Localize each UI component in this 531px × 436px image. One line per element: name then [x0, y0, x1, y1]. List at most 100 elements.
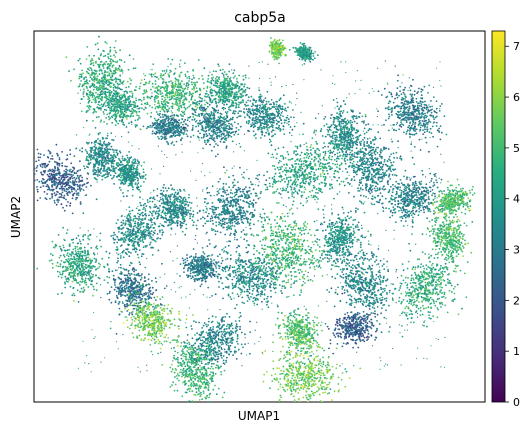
- cell-point: [119, 113, 122, 116]
- cell-point: [432, 96, 435, 98]
- cell-point: [402, 113, 404, 116]
- cell-point: [373, 187, 376, 190]
- cell-point: [403, 117, 406, 120]
- cell-point: [218, 94, 221, 96]
- cell-point: [208, 132, 211, 135]
- cell-point: [114, 78, 116, 81]
- cell-point: [87, 68, 90, 71]
- cell-point: [85, 58, 88, 61]
- cell-point: [160, 121, 163, 123]
- cell-point: [159, 74, 162, 77]
- cell-point: [368, 146, 370, 149]
- cell-point: [259, 121, 261, 124]
- cell-point: [396, 96, 399, 99]
- cell-point: [132, 67, 135, 70]
- cell-point: [182, 123, 184, 126]
- cell-point: [274, 168, 277, 171]
- cell-point: [295, 48, 298, 50]
- cell-point: [217, 144, 219, 147]
- cell-point: [142, 125, 145, 128]
- cell-point: [87, 98, 89, 101]
- cell-point: [377, 178, 380, 181]
- cell-point: [314, 57, 316, 60]
- cell-point: [201, 112, 204, 115]
- cell-point: [196, 114, 199, 117]
- cell-point: [425, 108, 428, 111]
- cell-point: [417, 107, 419, 110]
- cell-point: [194, 81, 196, 84]
- cell-point: [116, 106, 119, 109]
- cell-point: [387, 183, 390, 186]
- cell-point: [129, 90, 131, 93]
- cell-point: [171, 58, 174, 61]
- cell-point: [238, 103, 240, 106]
- cell-point: [406, 130, 408, 133]
- cell-point: [119, 105, 121, 108]
- cell-point: [411, 93, 414, 96]
- cell-point: [170, 124, 173, 127]
- cell-point: [138, 110, 141, 113]
- cell-point: [351, 144, 354, 147]
- cell-point: [105, 80, 108, 82]
- cell-point: [419, 102, 421, 104]
- cell-point: [369, 192, 372, 195]
- cell-point: [165, 94, 167, 97]
- cell-point: [405, 133, 408, 135]
- cell-point: [334, 136, 337, 139]
- cell-point: [116, 82, 119, 85]
- cell-point: [366, 185, 369, 188]
- cell-point: [135, 86, 138, 88]
- cell-point: [87, 107, 90, 109]
- cell-point: [186, 124, 189, 127]
- cell-point: [268, 108, 271, 111]
- cell-point: [107, 53, 109, 55]
- cell-point: [97, 93, 99, 96]
- cell-point: [355, 147, 358, 150]
- cell-point: [263, 118, 266, 121]
- cell-point: [324, 145, 326, 148]
- cell-point: [349, 132, 352, 135]
- cell-point: [184, 73, 187, 76]
- cell-point: [213, 140, 216, 143]
- cell-point: [221, 124, 224, 126]
- cell-point: [416, 113, 418, 115]
- cell-point: [312, 147, 315, 150]
- cell-point: [173, 122, 176, 124]
- cell-point: [381, 195, 384, 198]
- cell-point: [351, 121, 354, 124]
- cell-point: [154, 80, 157, 82]
- cell-point: [360, 140, 363, 143]
- cell-point: [342, 135, 344, 138]
- cell-point: [374, 169, 377, 171]
- cell-point: [362, 163, 365, 166]
- cell-point: [239, 125, 242, 128]
- cell-point: [276, 153, 278, 155]
- cell-point: [363, 167, 365, 169]
- cell-point: [254, 117, 257, 119]
- cell-point: [111, 103, 114, 106]
- cell-point: [288, 100, 291, 103]
- cell-point: [100, 91, 102, 93]
- cell-point: [196, 103, 198, 105]
- cell-point: [356, 156, 359, 159]
- cell-point: [399, 123, 402, 126]
- cell-point: [174, 82, 177, 85]
- cell-point: [275, 105, 277, 108]
- cell-point: [232, 111, 235, 113]
- cell-point: [122, 113, 125, 116]
- cell-point: [252, 130, 255, 133]
- cell-point: [138, 87, 141, 90]
- cell-point: [174, 67, 177, 70]
- cell-point: [94, 43, 97, 46]
- cell-point: [96, 75, 99, 77]
- cell-point: [111, 66, 114, 68]
- cell-point: [242, 101, 244, 104]
- cell-point: [302, 133, 304, 136]
- cell-point: [209, 127, 212, 129]
- cell-point: [268, 126, 270, 129]
- cell-point: [134, 124, 137, 126]
- cell-point: [136, 118, 139, 121]
- cell-point: [150, 88, 152, 91]
- cell-point: [106, 91, 108, 94]
- cell-point: [339, 105, 342, 107]
